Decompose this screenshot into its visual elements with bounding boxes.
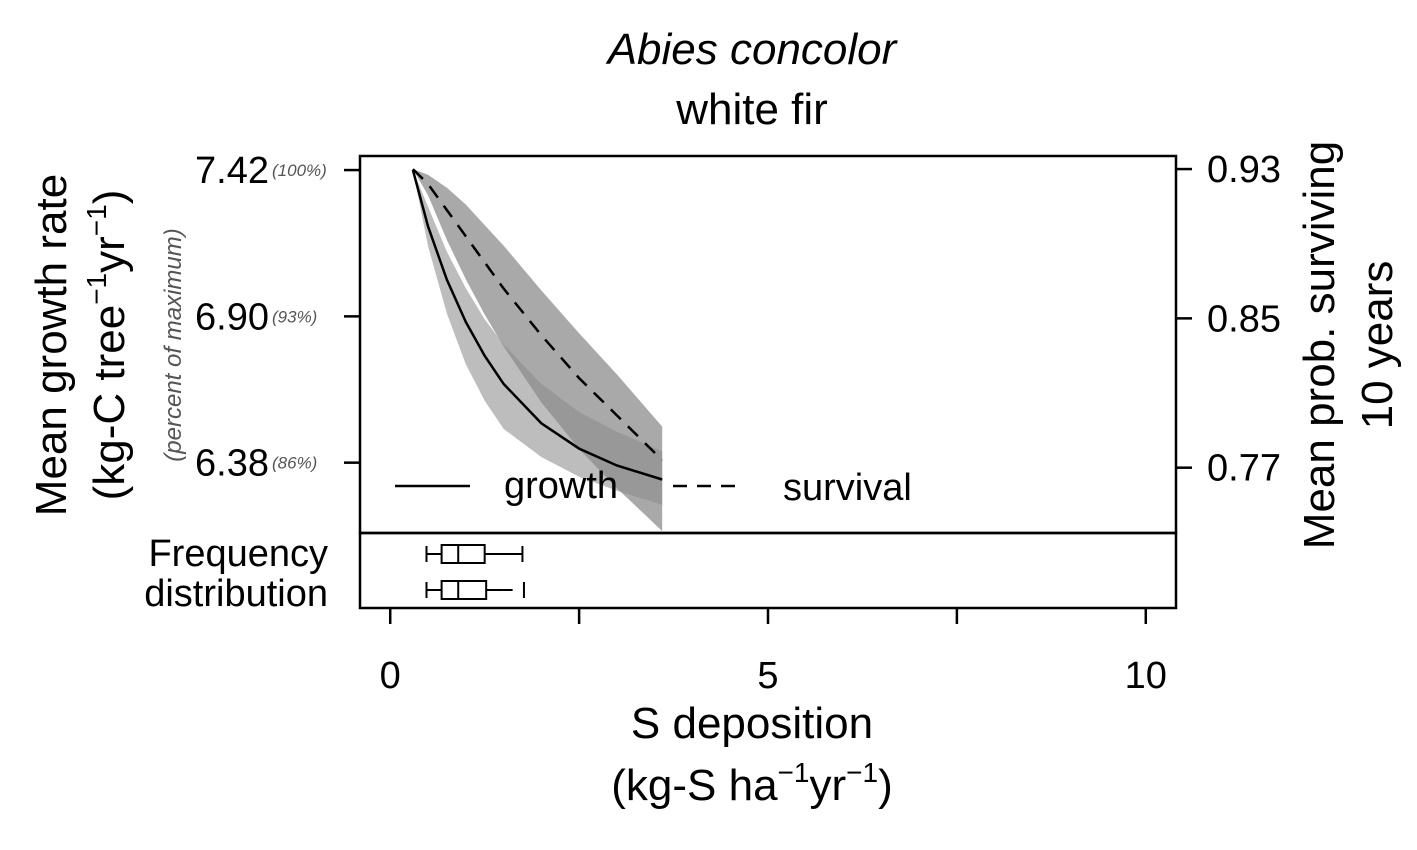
- right-tick-label: 0.85: [1207, 298, 1281, 340]
- boxplot-box: [440, 544, 486, 564]
- left-units-end: ): [85, 190, 134, 205]
- x-units-sup2: −1: [846, 757, 878, 788]
- x-tick-label: 10: [1125, 655, 1167, 697]
- right-tick-label: 0.77: [1207, 448, 1281, 490]
- left-units-sup1: −1: [81, 273, 112, 305]
- frequency-label-line1: Frequency: [148, 533, 328, 575]
- left-units-base: (kg-C tree: [85, 305, 134, 501]
- boxplot: [425, 544, 524, 564]
- x-tick-label: 5: [757, 655, 778, 697]
- survival-ci-band: [412, 169, 663, 532]
- boxplot-box: [440, 580, 488, 600]
- left-axis: 7.42 (100%) 6.90 (93%) 6.38 (86%): [195, 150, 360, 485]
- right-axis: 0.93 0.85 0.77: [1176, 149, 1281, 490]
- chart-subtitle: white fir: [675, 85, 828, 134]
- left-tick-percent: (86%): [272, 454, 317, 473]
- left-axis-title: Mean growth rate: [27, 174, 76, 516]
- left-units-mid: yr: [85, 236, 134, 273]
- right-axis-title-line1: Mean prob. surviving: [1295, 141, 1344, 549]
- series-lines: [411, 168, 664, 481]
- right-axis-title-line2: 10 years: [1353, 261, 1402, 430]
- legend-growth-label: growth: [504, 465, 618, 507]
- x-axis-units: (kg-S ha−1yr−1): [611, 757, 892, 810]
- left-units-sup2: −1: [81, 204, 112, 236]
- x-axis: 0 5 10: [380, 608, 1167, 697]
- x-units-end: ): [878, 761, 893, 810]
- x-units-mid: yr: [809, 761, 846, 810]
- legend-survival-label: survival: [783, 467, 912, 509]
- left-tick-label: 7.42: [195, 150, 269, 192]
- left-tick-label: 6.38: [195, 443, 269, 485]
- x-tick-label: 0: [380, 655, 401, 697]
- chart-title: Abies concolor: [605, 25, 899, 74]
- frequency-label-line2: distribution: [144, 573, 328, 615]
- boxplot: [425, 580, 525, 600]
- left-tick-percent: (93%): [272, 307, 317, 326]
- survival-line: [412, 168, 664, 462]
- legend: growth survival: [395, 465, 912, 509]
- x-axis-title: S deposition: [631, 699, 873, 748]
- right-tick-label: 0.93: [1207, 149, 1281, 191]
- growth-line: [411, 169, 663, 481]
- left-axis-percent-title: (percent of maximum): [160, 228, 187, 461]
- left-tick-percent: (100%): [272, 161, 327, 180]
- x-units-base: (kg-S ha: [611, 761, 778, 810]
- frequency-boxplots: [425, 544, 525, 600]
- x-units-sup1: −1: [778, 757, 810, 788]
- left-axis-units: (kg-C tree−1yr−1): [81, 190, 134, 501]
- left-tick-label: 6.90: [195, 296, 269, 338]
